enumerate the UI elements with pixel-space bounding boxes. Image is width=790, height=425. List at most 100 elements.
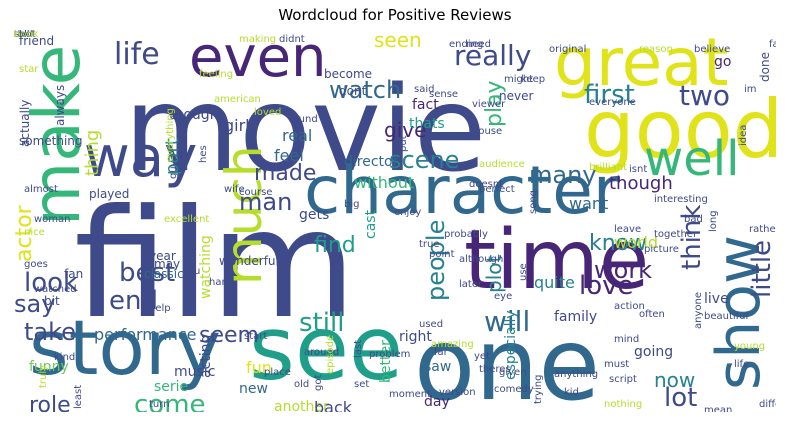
word-great: great <box>554 30 729 101</box>
word-truly: truly <box>38 365 49 389</box>
word-without: without <box>354 173 415 192</box>
word-later: later <box>459 279 483 290</box>
word-scene: scene <box>389 146 460 174</box>
chart-title: Wordcloud for Positive Reviews <box>278 6 512 24</box>
word-enjoy: enjoy <box>394 207 422 218</box>
word-anything: anything <box>554 369 599 380</box>
word-seem: seem <box>199 323 259 348</box>
word-guy: guy <box>168 160 179 179</box>
word-another: another <box>274 399 329 412</box>
word-way: way <box>84 125 198 190</box>
word-world: world <box>614 233 659 252</box>
word-cast: cast <box>363 210 379 240</box>
word-shot: shot <box>14 30 36 40</box>
word-need: need <box>466 39 491 50</box>
word-everything: everything <box>165 108 176 162</box>
word-new: new <box>239 381 268 397</box>
word-thought: thought <box>169 107 225 123</box>
word-didnt: didnt <box>279 34 305 45</box>
word-first: first <box>584 80 635 110</box>
word-go: go <box>714 54 732 70</box>
word-dvd: dvd <box>14 30 33 40</box>
word-action: action <box>614 301 645 312</box>
word-life: life <box>734 359 750 370</box>
word-perfect: perfect <box>479 184 515 195</box>
word-done: done <box>758 52 772 82</box>
word-love: love <box>579 271 634 301</box>
word-saw: saw <box>424 359 452 375</box>
word-given: given <box>499 367 527 378</box>
word-watched: watched <box>34 284 77 295</box>
word-last: last <box>353 340 364 359</box>
word-role: role <box>29 393 71 413</box>
word-brilliant: brilliant <box>589 162 627 173</box>
word-reason: reason <box>639 44 673 55</box>
word-bad: bad <box>684 214 703 225</box>
word-life: life <box>114 37 160 72</box>
word-sense: sense <box>429 89 459 100</box>
word-say: say <box>14 290 56 318</box>
word-interesting: interesting <box>654 194 708 205</box>
word-turn: turn <box>149 399 170 410</box>
word-hard: hard <box>209 277 232 288</box>
word-always: always <box>53 85 67 127</box>
word-fact: fact <box>412 97 439 113</box>
word-find: find <box>314 233 356 258</box>
word-feeling: feeling <box>199 69 234 80</box>
word-script: script <box>609 374 637 385</box>
word-gets: gets <box>299 207 330 223</box>
word-kid: kid <box>564 387 579 398</box>
word-version: version <box>439 387 476 398</box>
word-kind: kind <box>54 352 76 363</box>
word-day: day <box>424 394 450 410</box>
word-different: different <box>759 399 776 410</box>
word-yet: yet <box>474 351 490 362</box>
word-start: start <box>244 331 268 342</box>
word-star: star <box>19 64 39 75</box>
word-use: use <box>518 263 529 281</box>
word-mean: mean <box>704 405 733 413</box>
word-probably: probably <box>444 229 488 240</box>
word-film: film <box>74 178 357 352</box>
word-thing: thing <box>82 130 103 177</box>
word-family: family <box>554 309 598 325</box>
word-end: end <box>109 286 158 316</box>
word-believe: believe <box>694 44 731 55</box>
word-doesnt: doesnt <box>469 179 504 190</box>
word-must: must <box>604 359 630 370</box>
word-viewer: viewer <box>472 99 506 110</box>
word-director: director <box>344 154 399 170</box>
word-loved: loved <box>254 107 282 118</box>
word-thats: thats <box>409 116 445 132</box>
word-american: american <box>214 94 261 105</box>
word-everyone: everyone <box>589 97 636 108</box>
word-though: though <box>609 173 673 194</box>
word-watch: watch <box>329 76 402 104</box>
word-problem: problem <box>369 349 411 360</box>
word-look: look <box>24 268 79 298</box>
word-funny: funny <box>29 359 69 375</box>
word-often: often <box>639 309 665 320</box>
word-quite: quite <box>534 273 575 292</box>
word-movie: movie <box>124 60 487 198</box>
word-used: used <box>419 319 444 330</box>
word-many: many <box>529 161 597 189</box>
word-music: music <box>174 364 216 380</box>
word-nice: nice <box>24 227 45 238</box>
word-take: take <box>24 318 76 346</box>
word-see: see <box>249 297 404 400</box>
word-dont: dont <box>339 84 367 98</box>
word-time: time <box>464 213 650 308</box>
word-moment: moment <box>389 389 432 400</box>
word-amazing: amazing <box>431 339 474 350</box>
word-give: give <box>384 118 427 142</box>
word-man: man <box>239 188 293 216</box>
word-keep: keep <box>521 74 546 85</box>
word-serie: serie <box>154 379 189 395</box>
word-story: story <box>29 303 222 392</box>
word-young: young <box>734 341 766 352</box>
word-although: although <box>459 254 504 265</box>
word-found: found <box>289 114 318 125</box>
word-book: book <box>14 30 39 40</box>
word-tell: tell <box>14 30 30 40</box>
